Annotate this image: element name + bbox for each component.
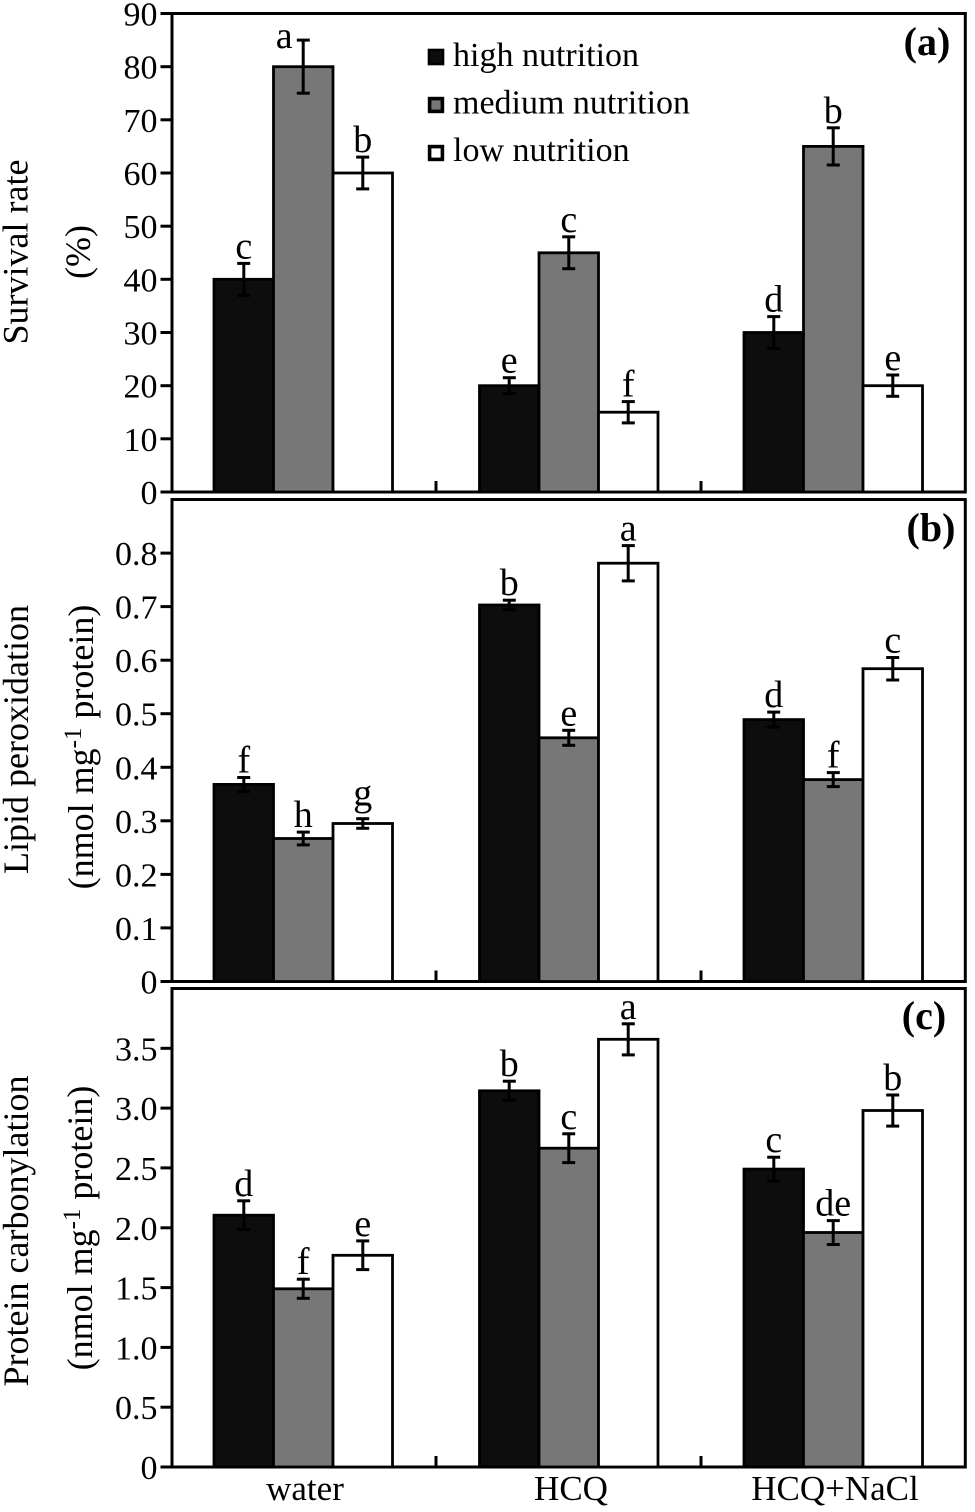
svg-text:(nmol mg-1 protein): (nmol mg-1 protein) xyxy=(60,605,101,890)
svg-text:d: d xyxy=(764,279,783,321)
svg-text:(b): (b) xyxy=(907,505,956,550)
svg-text:a: a xyxy=(620,986,637,1028)
svg-text:f: f xyxy=(237,740,250,782)
svg-text:b: b xyxy=(500,1043,519,1085)
svg-text:e: e xyxy=(501,340,518,382)
svg-text:0.6: 0.6 xyxy=(115,643,158,680)
svg-text:HCQ: HCQ xyxy=(534,1469,608,1508)
svg-text:b: b xyxy=(500,562,519,604)
svg-text:0.5: 0.5 xyxy=(115,697,158,734)
svg-text:3.0: 3.0 xyxy=(115,1091,158,1128)
svg-text:e: e xyxy=(560,692,577,734)
svg-text:f: f xyxy=(622,364,635,406)
svg-text:c: c xyxy=(235,225,252,267)
svg-text:d: d xyxy=(234,1163,253,1205)
svg-text:3.5: 3.5 xyxy=(115,1031,158,1068)
svg-text:0.5: 0.5 xyxy=(115,1390,158,1427)
svg-text:0.1: 0.1 xyxy=(115,911,158,948)
svg-text:a: a xyxy=(276,15,293,57)
svg-text:high nutrition: high nutrition xyxy=(453,37,639,74)
svg-text:Protein carbonylation: Protein carbonylation xyxy=(0,1076,36,1387)
svg-text:f: f xyxy=(297,1241,310,1283)
svg-text:20: 20 xyxy=(124,369,158,406)
svg-text:2.0: 2.0 xyxy=(115,1211,158,1248)
svg-text:(a): (a) xyxy=(904,19,951,64)
svg-text:e: e xyxy=(354,1203,371,1245)
svg-text:low nutrition: low nutrition xyxy=(453,132,630,169)
svg-text:b: b xyxy=(824,90,843,132)
svg-text:b: b xyxy=(883,1057,902,1099)
svg-text:c: c xyxy=(765,1119,782,1161)
svg-text:70: 70 xyxy=(124,103,158,140)
svg-text:Lipid peroxidation: Lipid peroxidation xyxy=(0,605,36,874)
svg-text:(nmol mg-1 protein): (nmol mg-1 protein) xyxy=(59,1086,100,1371)
svg-text:0.2: 0.2 xyxy=(115,857,158,894)
svg-text:c: c xyxy=(560,1096,577,1138)
svg-text:0.4: 0.4 xyxy=(115,750,158,787)
svg-text:50: 50 xyxy=(124,209,158,246)
svg-text:b: b xyxy=(353,119,372,161)
svg-text:0: 0 xyxy=(141,475,158,512)
svg-text:(c): (c) xyxy=(902,993,946,1038)
svg-text:2.5: 2.5 xyxy=(115,1151,158,1188)
svg-text:(%): (%) xyxy=(58,225,98,279)
svg-text:a: a xyxy=(620,508,637,550)
svg-text:c: c xyxy=(884,620,901,662)
svg-text:0: 0 xyxy=(141,965,158,1002)
svg-text:HCQ+NaCl: HCQ+NaCl xyxy=(751,1469,919,1508)
svg-text:0: 0 xyxy=(141,1450,158,1487)
svg-text:90: 90 xyxy=(124,0,158,34)
svg-text:0.3: 0.3 xyxy=(115,804,158,841)
svg-text:30: 30 xyxy=(124,316,158,353)
svg-text:de: de xyxy=(815,1183,851,1225)
svg-text:c: c xyxy=(560,199,577,241)
svg-text:10: 10 xyxy=(124,422,158,459)
svg-text:0.8: 0.8 xyxy=(115,536,158,573)
svg-text:water: water xyxy=(266,1469,344,1508)
svg-text:d: d xyxy=(764,674,783,716)
svg-text:f: f xyxy=(827,735,840,777)
svg-text:medium nutrition: medium nutrition xyxy=(453,85,690,122)
svg-text:1.0: 1.0 xyxy=(115,1330,158,1367)
svg-text:0.7: 0.7 xyxy=(115,590,158,627)
svg-text:60: 60 xyxy=(124,156,158,193)
svg-text:40: 40 xyxy=(124,262,158,299)
svg-text:Survival rate: Survival rate xyxy=(0,160,36,345)
svg-text:e: e xyxy=(884,337,901,379)
svg-text:1.5: 1.5 xyxy=(115,1271,158,1308)
svg-text:80: 80 xyxy=(124,50,158,87)
svg-text:g: g xyxy=(353,773,372,815)
svg-text:h: h xyxy=(294,794,313,836)
